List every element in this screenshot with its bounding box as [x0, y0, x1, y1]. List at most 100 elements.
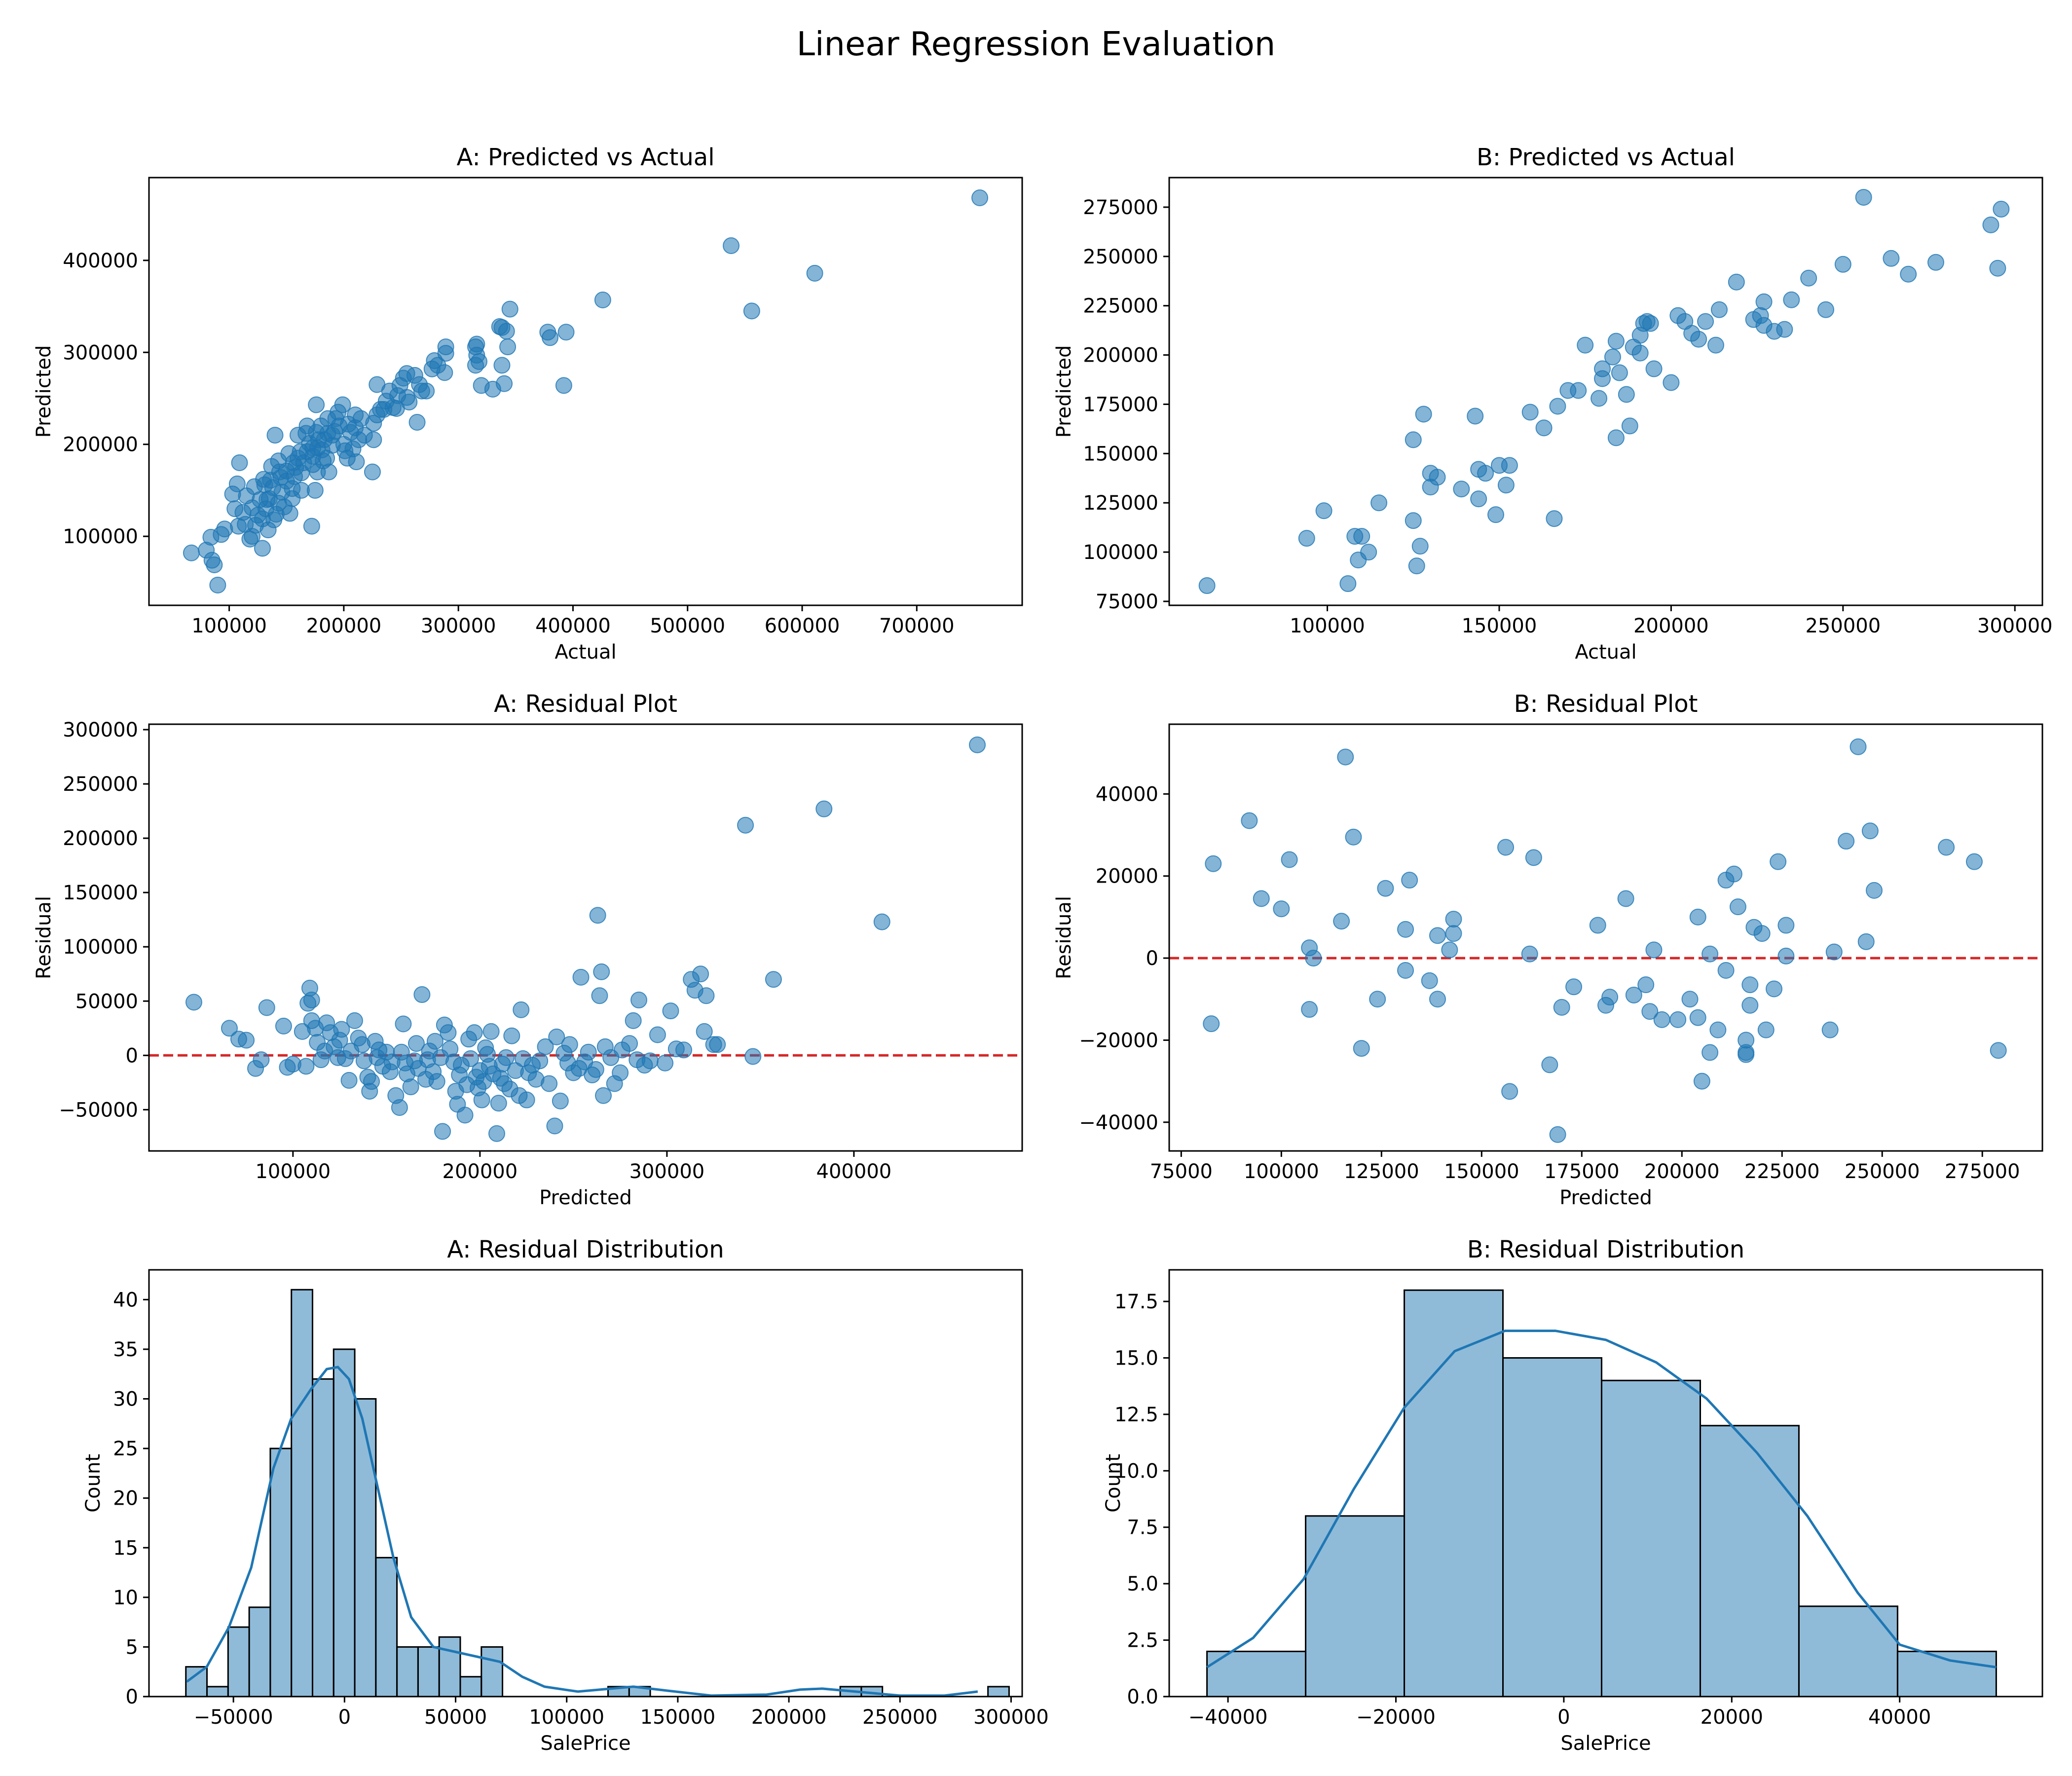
histogram-bar	[1206, 1650, 1307, 1697]
data-point	[1607, 333, 1625, 350]
a-pred-y-axis-label: Predicted	[33, 345, 55, 438]
data-point	[1501, 457, 1518, 474]
data-point	[1353, 528, 1370, 545]
data-point	[1855, 188, 1872, 206]
data-point	[1570, 382, 1587, 399]
data-point	[501, 300, 518, 318]
data-point	[1577, 336, 1594, 354]
data-point	[1345, 828, 1362, 846]
data-point	[1766, 980, 1783, 998]
y-tick-label: 300000	[63, 719, 138, 741]
data-point	[541, 329, 558, 346]
x-tick-label: −20000	[1356, 1706, 1436, 1729]
data-point	[363, 1073, 380, 1090]
data-point	[259, 491, 276, 508]
a-dist-y-axis-label: Count	[82, 1454, 105, 1513]
x-tick-label: 300000	[973, 1706, 1049, 1729]
x-tick-label: 500000	[650, 615, 725, 637]
data-point	[1641, 1003, 1659, 1020]
data-point	[1445, 925, 1462, 942]
data-point	[1333, 913, 1350, 930]
data-point	[1198, 577, 1216, 594]
b-resid-x-axis-label: Predicted	[1559, 1186, 1652, 1209]
data-point	[1821, 1021, 1839, 1038]
y-tick-label: 100000	[1083, 541, 1158, 564]
data-point	[185, 994, 202, 1011]
data-point	[1617, 890, 1634, 907]
x-tick-label: 0	[1557, 1706, 1570, 1729]
data-point	[258, 999, 275, 1016]
data-point	[743, 302, 760, 320]
data-point	[275, 1017, 292, 1035]
data-point	[482, 1023, 500, 1040]
data-point	[1497, 839, 1515, 856]
data-point	[657, 1054, 674, 1072]
y-tick-label: 175000	[1083, 393, 1158, 416]
x-tick-label: 100000	[1290, 615, 1365, 637]
data-point	[1565, 978, 1583, 996]
data-point	[1989, 259, 2006, 277]
data-point	[333, 1021, 350, 1038]
data-point	[473, 377, 490, 394]
data-point	[440, 1024, 457, 1041]
data-point	[1546, 510, 1563, 527]
data-point	[1690, 331, 1707, 348]
y-tick-label: 100000	[63, 525, 138, 548]
data-point	[1441, 941, 1458, 959]
data-point	[546, 1117, 563, 1135]
data-point	[395, 1015, 412, 1033]
data-point	[308, 396, 325, 413]
histogram-bar	[269, 1447, 293, 1697]
histogram-bar	[417, 1646, 440, 1697]
a-resid-plot-area	[149, 736, 1022, 1142]
histogram-bar	[1600, 1379, 1701, 1697]
data-point	[1738, 1046, 1755, 1063]
figure-title: Linear Regression Evaluation	[796, 25, 1276, 63]
y-tick-label: −40000	[1079, 1111, 1158, 1134]
a-resid-y-axis-label: Residual	[33, 896, 55, 979]
y-tick-label: 20	[113, 1487, 138, 1510]
data-point	[375, 401, 393, 418]
data-point	[364, 463, 381, 481]
data-point	[1497, 477, 1515, 494]
data-point	[1360, 544, 1377, 561]
data-point	[231, 454, 248, 471]
data-point	[744, 1048, 762, 1065]
data-point	[298, 417, 316, 435]
b-dist-plot-area	[1206, 1289, 1997, 1697]
data-point	[303, 992, 320, 1009]
axes-frame	[1168, 177, 2043, 606]
data-point	[320, 463, 337, 481]
b-resid-y-axis-label: Residual	[1053, 896, 1075, 979]
y-tick-label: 25	[113, 1438, 138, 1460]
data-point	[1281, 851, 1298, 868]
data-point	[1725, 865, 1742, 883]
data-point	[1421, 972, 1438, 989]
y-tick-label: 250000	[63, 773, 138, 796]
data-point	[1663, 374, 1680, 391]
x-tick-label: 400000	[816, 1160, 892, 1183]
data-point	[1353, 1040, 1370, 1057]
data-point	[401, 393, 418, 410]
data-point	[1315, 502, 1332, 519]
y-tick-label: 75000	[1096, 591, 1158, 613]
data-point	[1800, 269, 1817, 287]
data-point	[1429, 991, 1446, 1008]
data-point	[1777, 917, 1795, 934]
data-point	[1755, 293, 1773, 310]
data-point	[292, 443, 309, 460]
data-point	[1645, 360, 1663, 377]
data-point	[1401, 872, 1418, 889]
x-tick-label: 100000	[529, 1706, 604, 1729]
b-resid-title: B: Residual Plot	[1514, 690, 1698, 718]
data-point	[1445, 911, 1462, 928]
histogram-bar	[227, 1626, 250, 1697]
y-tick-label: 200000	[1083, 344, 1158, 367]
data-point	[1339, 575, 1357, 592]
y-tick-label: 30	[113, 1388, 138, 1411]
data-point	[1938, 839, 1955, 856]
data-point	[1637, 976, 1655, 994]
data-point	[1729, 898, 1746, 916]
data-point	[503, 1027, 520, 1044]
data-point	[1453, 481, 1470, 498]
